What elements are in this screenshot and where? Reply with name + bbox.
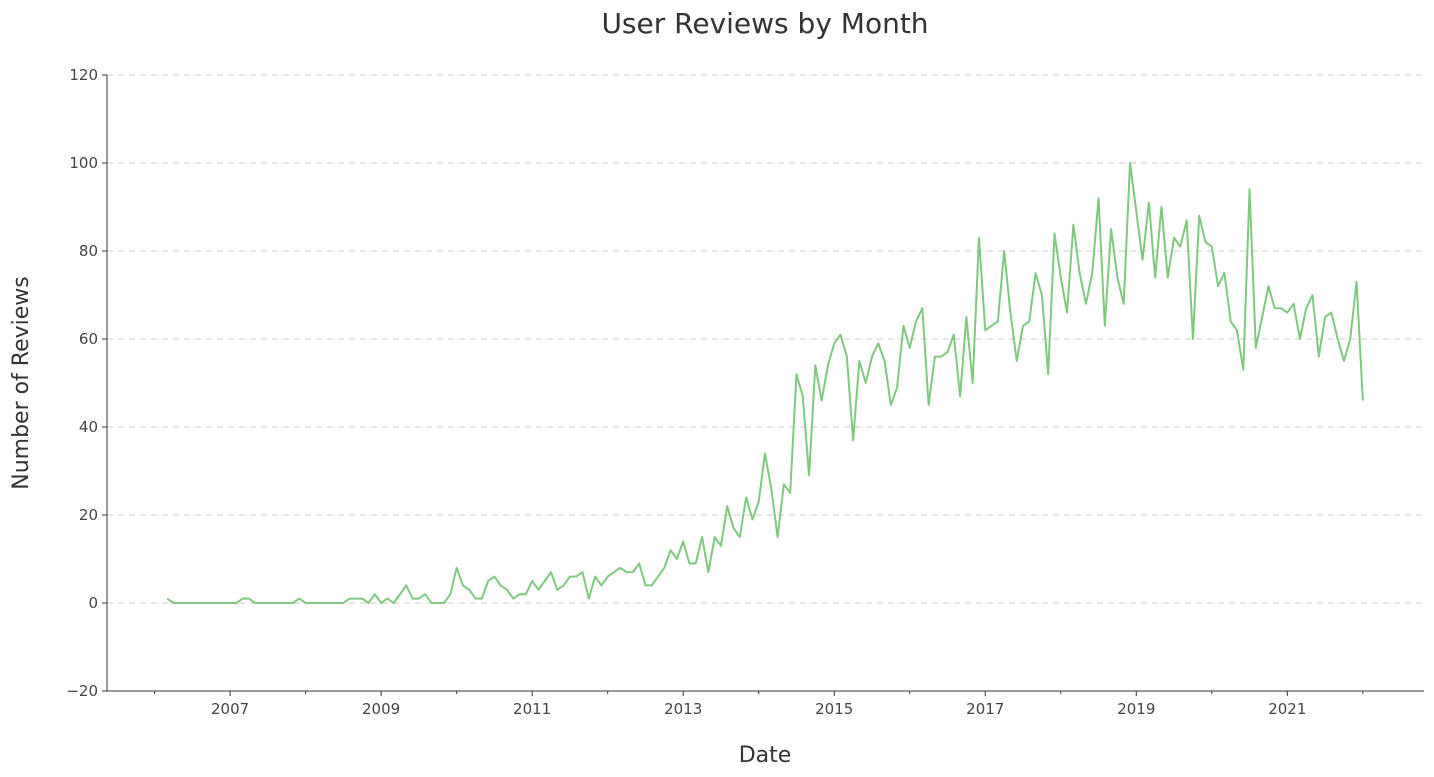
chart-title: User Reviews by Month	[601, 7, 928, 40]
x-tick-label: 2021	[1268, 700, 1306, 718]
y-tick-label: −20	[66, 682, 98, 700]
x-tick-label: 2007	[211, 700, 249, 718]
y-tick-label: 120	[69, 66, 98, 84]
y-tick-label: 20	[79, 506, 98, 524]
x-tick-label: 2013	[664, 700, 702, 718]
x-tick-label: 2017	[966, 700, 1004, 718]
x-tick-label: 2015	[815, 700, 853, 718]
x-axis-label: Date	[739, 743, 792, 768]
y-tick-label: 40	[79, 418, 98, 436]
y-tick-label: 80	[79, 242, 98, 260]
data-line	[166, 162, 1364, 604]
y-tick-label: 60	[79, 330, 98, 348]
x-tick-label: 2011	[513, 700, 551, 718]
x-tick-label: 2009	[362, 700, 400, 718]
y-tick-label: 100	[69, 154, 98, 172]
y-axis-label: Number of Reviews	[9, 276, 34, 490]
x-tick-label: 2019	[1117, 700, 1155, 718]
y-tick-label: 0	[88, 594, 98, 612]
